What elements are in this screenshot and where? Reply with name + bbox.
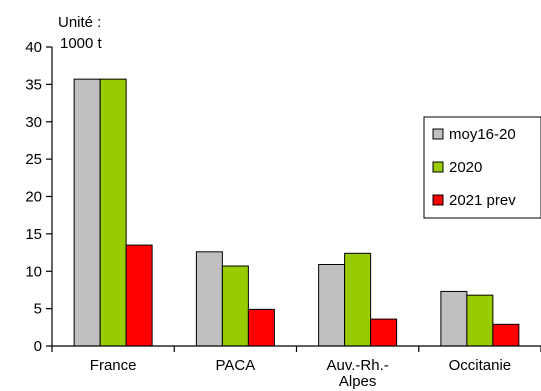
y-tick-label: 10 <box>25 263 42 280</box>
bar-0-0 <box>73 78 101 347</box>
legend-swatch <box>432 128 444 140</box>
bar-1-0 <box>99 78 127 347</box>
legend-label: 2020 <box>449 159 482 176</box>
y-tick-label: 30 <box>25 114 42 131</box>
legend-label: moy16-20 <box>449 126 516 143</box>
y-tick-label: 5 <box>34 301 42 318</box>
y-tick-label: 15 <box>25 226 42 243</box>
legend-swatch <box>432 161 444 173</box>
y-tick-label: 40 <box>25 39 42 56</box>
bar-2-0 <box>125 244 153 347</box>
x-axis: France PACA Auv.-Rh.-Alpes Occitanie <box>51 345 541 390</box>
bar-1-1 <box>221 265 249 347</box>
legend-label: 2021 prev <box>449 192 516 209</box>
bar-2-2 <box>370 318 398 347</box>
unit-label-line1: Unité : <box>58 14 101 31</box>
category-label: Auv.-Rh.- <box>327 357 389 374</box>
bar-0-2 <box>318 264 346 347</box>
y-tick-label: 20 <box>25 189 42 206</box>
y-tick-label: 25 <box>25 151 42 168</box>
bar-2-1 <box>247 308 275 347</box>
bar-2-3 <box>492 323 520 347</box>
legend-swatch <box>432 194 444 206</box>
unit-label: Unité : 1000 t <box>58 14 103 52</box>
y-tick-label: 35 <box>25 76 42 93</box>
category-label: France <box>90 357 137 374</box>
y-tick-label: 0 <box>34 338 42 355</box>
bar-1-2 <box>344 252 372 347</box>
category-label-line2: Alpes <box>339 373 377 390</box>
y-axis: 0 5 10 15 20 25 30 35 40 <box>25 39 53 355</box>
bar-1-3 <box>466 294 494 347</box>
bar-0-1 <box>195 251 223 347</box>
category-label: PACA <box>216 357 256 374</box>
legend: moy16-20 2020 2021 prev <box>423 116 541 219</box>
unit-label-line2: 1000 t <box>60 35 103 52</box>
bar-0-3 <box>440 290 468 347</box>
category-label: Occitanie <box>449 357 512 374</box>
